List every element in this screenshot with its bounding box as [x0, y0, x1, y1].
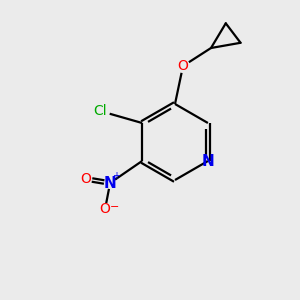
Text: −: − — [110, 202, 119, 212]
Text: +: + — [112, 171, 120, 181]
Text: N: N — [202, 154, 214, 169]
Text: O: O — [100, 202, 110, 216]
Text: O: O — [81, 172, 92, 186]
Text: N: N — [104, 176, 116, 190]
Text: Cl: Cl — [93, 104, 107, 118]
Text: O: O — [178, 59, 188, 73]
